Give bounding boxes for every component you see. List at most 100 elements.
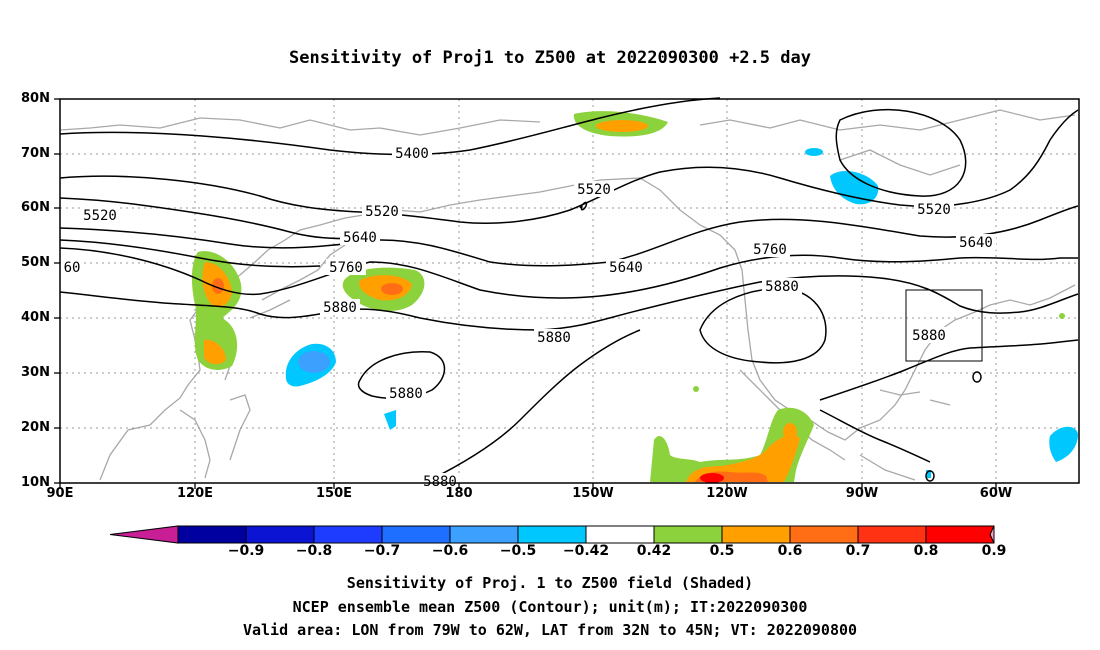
coastlines (59, 109, 1076, 481)
lat-label: 80N (21, 91, 50, 106)
lon-label: 180 (445, 486, 473, 501)
caption-line-1: Sensitivity of Proj. 1 to Z500 field (Sh… (346, 574, 754, 592)
lon-label: 150W (572, 486, 614, 501)
colorbar-label: −0.8 (295, 543, 333, 559)
contour-5760 (59, 247, 1078, 299)
contour-5400 (59, 97, 721, 156)
contour-5520-low (835, 108, 967, 197)
contour-5880-anticyclone-us (699, 287, 827, 364)
colorbar-swatch (653, 525, 723, 544)
contour-5880-tropical (429, 329, 641, 481)
contour-label-bg (956, 234, 996, 250)
positive-patch-north-pacific (342, 267, 425, 312)
contour-tiny-wiggle (579, 201, 588, 211)
colorbar-label: 0.6 (777, 543, 803, 559)
contour-label: 5400 (395, 146, 429, 162)
colorbar-label: 0.8 (913, 543, 939, 559)
contour-5880-east (819, 339, 1079, 401)
negative-patch-hudson-bay (805, 148, 879, 205)
coastline-north-america (559, 177, 1076, 441)
colorbar-label: −0.42 (562, 543, 610, 559)
contour-label: 5880 (765, 279, 799, 295)
colorbar-swatch (925, 525, 995, 544)
colorbar-swatch (449, 525, 519, 544)
colorbar-label: −0.9 (227, 543, 265, 559)
colorbar-swatch (245, 525, 315, 544)
contour-label-bg (80, 207, 120, 223)
valid-area-box (905, 289, 983, 362)
contour-label-bg (606, 259, 646, 275)
contour-label-bg (420, 473, 460, 489)
lat-label: 20N (21, 420, 50, 435)
lat-label: 70N (21, 146, 50, 161)
negative-patch-west-pacific (285, 343, 336, 387)
contour-label: 5760 (329, 260, 363, 276)
contour-label: 5880 (912, 328, 946, 344)
colorbar-swatch (789, 525, 859, 544)
sensitivity-shading (191, 111, 1078, 483)
caption-line-2: NCEP ensemble mean Z500 (Contour); unit(… (292, 598, 808, 616)
colorbar-swatch (721, 525, 791, 544)
contour-label-bg (340, 229, 380, 245)
axis-ticks (54, 98, 997, 489)
coastline-caribbean (879, 389, 951, 406)
contour-label: 5520 (83, 208, 117, 224)
contour-label: 5880 (537, 330, 571, 346)
contour-label-bg (574, 181, 614, 197)
coastline-canada-arctic (699, 109, 1076, 176)
contour-label-bg (61, 259, 83, 275)
contour-label: 5520 (577, 182, 611, 198)
lon-label: 60W (979, 486, 1013, 501)
contour-label-bg (914, 201, 954, 217)
coastline-se-asia (179, 394, 251, 479)
contour-5520 (59, 109, 1079, 224)
coastline-arctic-asia (59, 117, 541, 136)
colorbar (109, 525, 995, 544)
contour-label: 5520 (365, 204, 399, 220)
contour-label: 5640 (959, 235, 993, 251)
colorbar-label: 0.7 (845, 543, 871, 559)
negative-patch-small (384, 410, 1078, 478)
contour-label: 5760 (753, 242, 787, 258)
contour-label-bg (762, 278, 802, 294)
colorbar-swatch (313, 525, 383, 544)
colorbar-label: −0.6 (431, 543, 469, 559)
contour-label-bg (392, 145, 432, 161)
colorbar-label: 0.5 (709, 543, 735, 559)
lat-label: 10N (21, 475, 50, 490)
contour-label-bg (750, 241, 790, 257)
lat-label: 30N (21, 365, 50, 380)
colorbar-swatch (585, 525, 655, 544)
lon-label: 150E (315, 486, 353, 501)
contour-5520-b (59, 197, 381, 240)
positive-patch-tropical-pacific (650, 313, 1065, 483)
contour-small-cell (972, 371, 982, 383)
map-title: Sensitivity of Proj1 to Z500 at 20220903… (289, 48, 811, 68)
contour-label: 5640 (609, 260, 643, 276)
contour-label-bg (362, 203, 402, 219)
contour-5880-pacific (357, 351, 446, 400)
colorbar-swatch (857, 525, 927, 544)
contour-5880 (59, 275, 1079, 331)
contour-labels: 5400 5520 5520 5520 5520 5640 5640 5640 5760 5760… (61, 145, 996, 490)
z500-contours (59, 97, 1079, 482)
contour-label-bg (909, 327, 949, 343)
coastline-asia (99, 187, 561, 481)
lat-label: 60N (21, 200, 50, 215)
lon-label: 90W (845, 486, 879, 501)
contour-label-bg (326, 259, 366, 275)
colorbar-label: −0.5 (499, 543, 537, 559)
lat-label: 50N (21, 255, 50, 270)
contour-label-bg (386, 385, 426, 401)
contour-label: 5880 (323, 300, 357, 316)
positive-patch-east-china (191, 251, 242, 370)
contour-label: 5640 (343, 230, 377, 246)
lon-label: 120W (706, 486, 748, 501)
colorbar-label: 0.42 (636, 543, 672, 559)
lat-label: 40N (21, 310, 50, 325)
colorbar-low-triangle (109, 525, 179, 544)
colorbar-label: 0.9 (981, 543, 1007, 559)
contour-5640-b (59, 239, 321, 268)
colorbar-swatch (381, 525, 451, 544)
